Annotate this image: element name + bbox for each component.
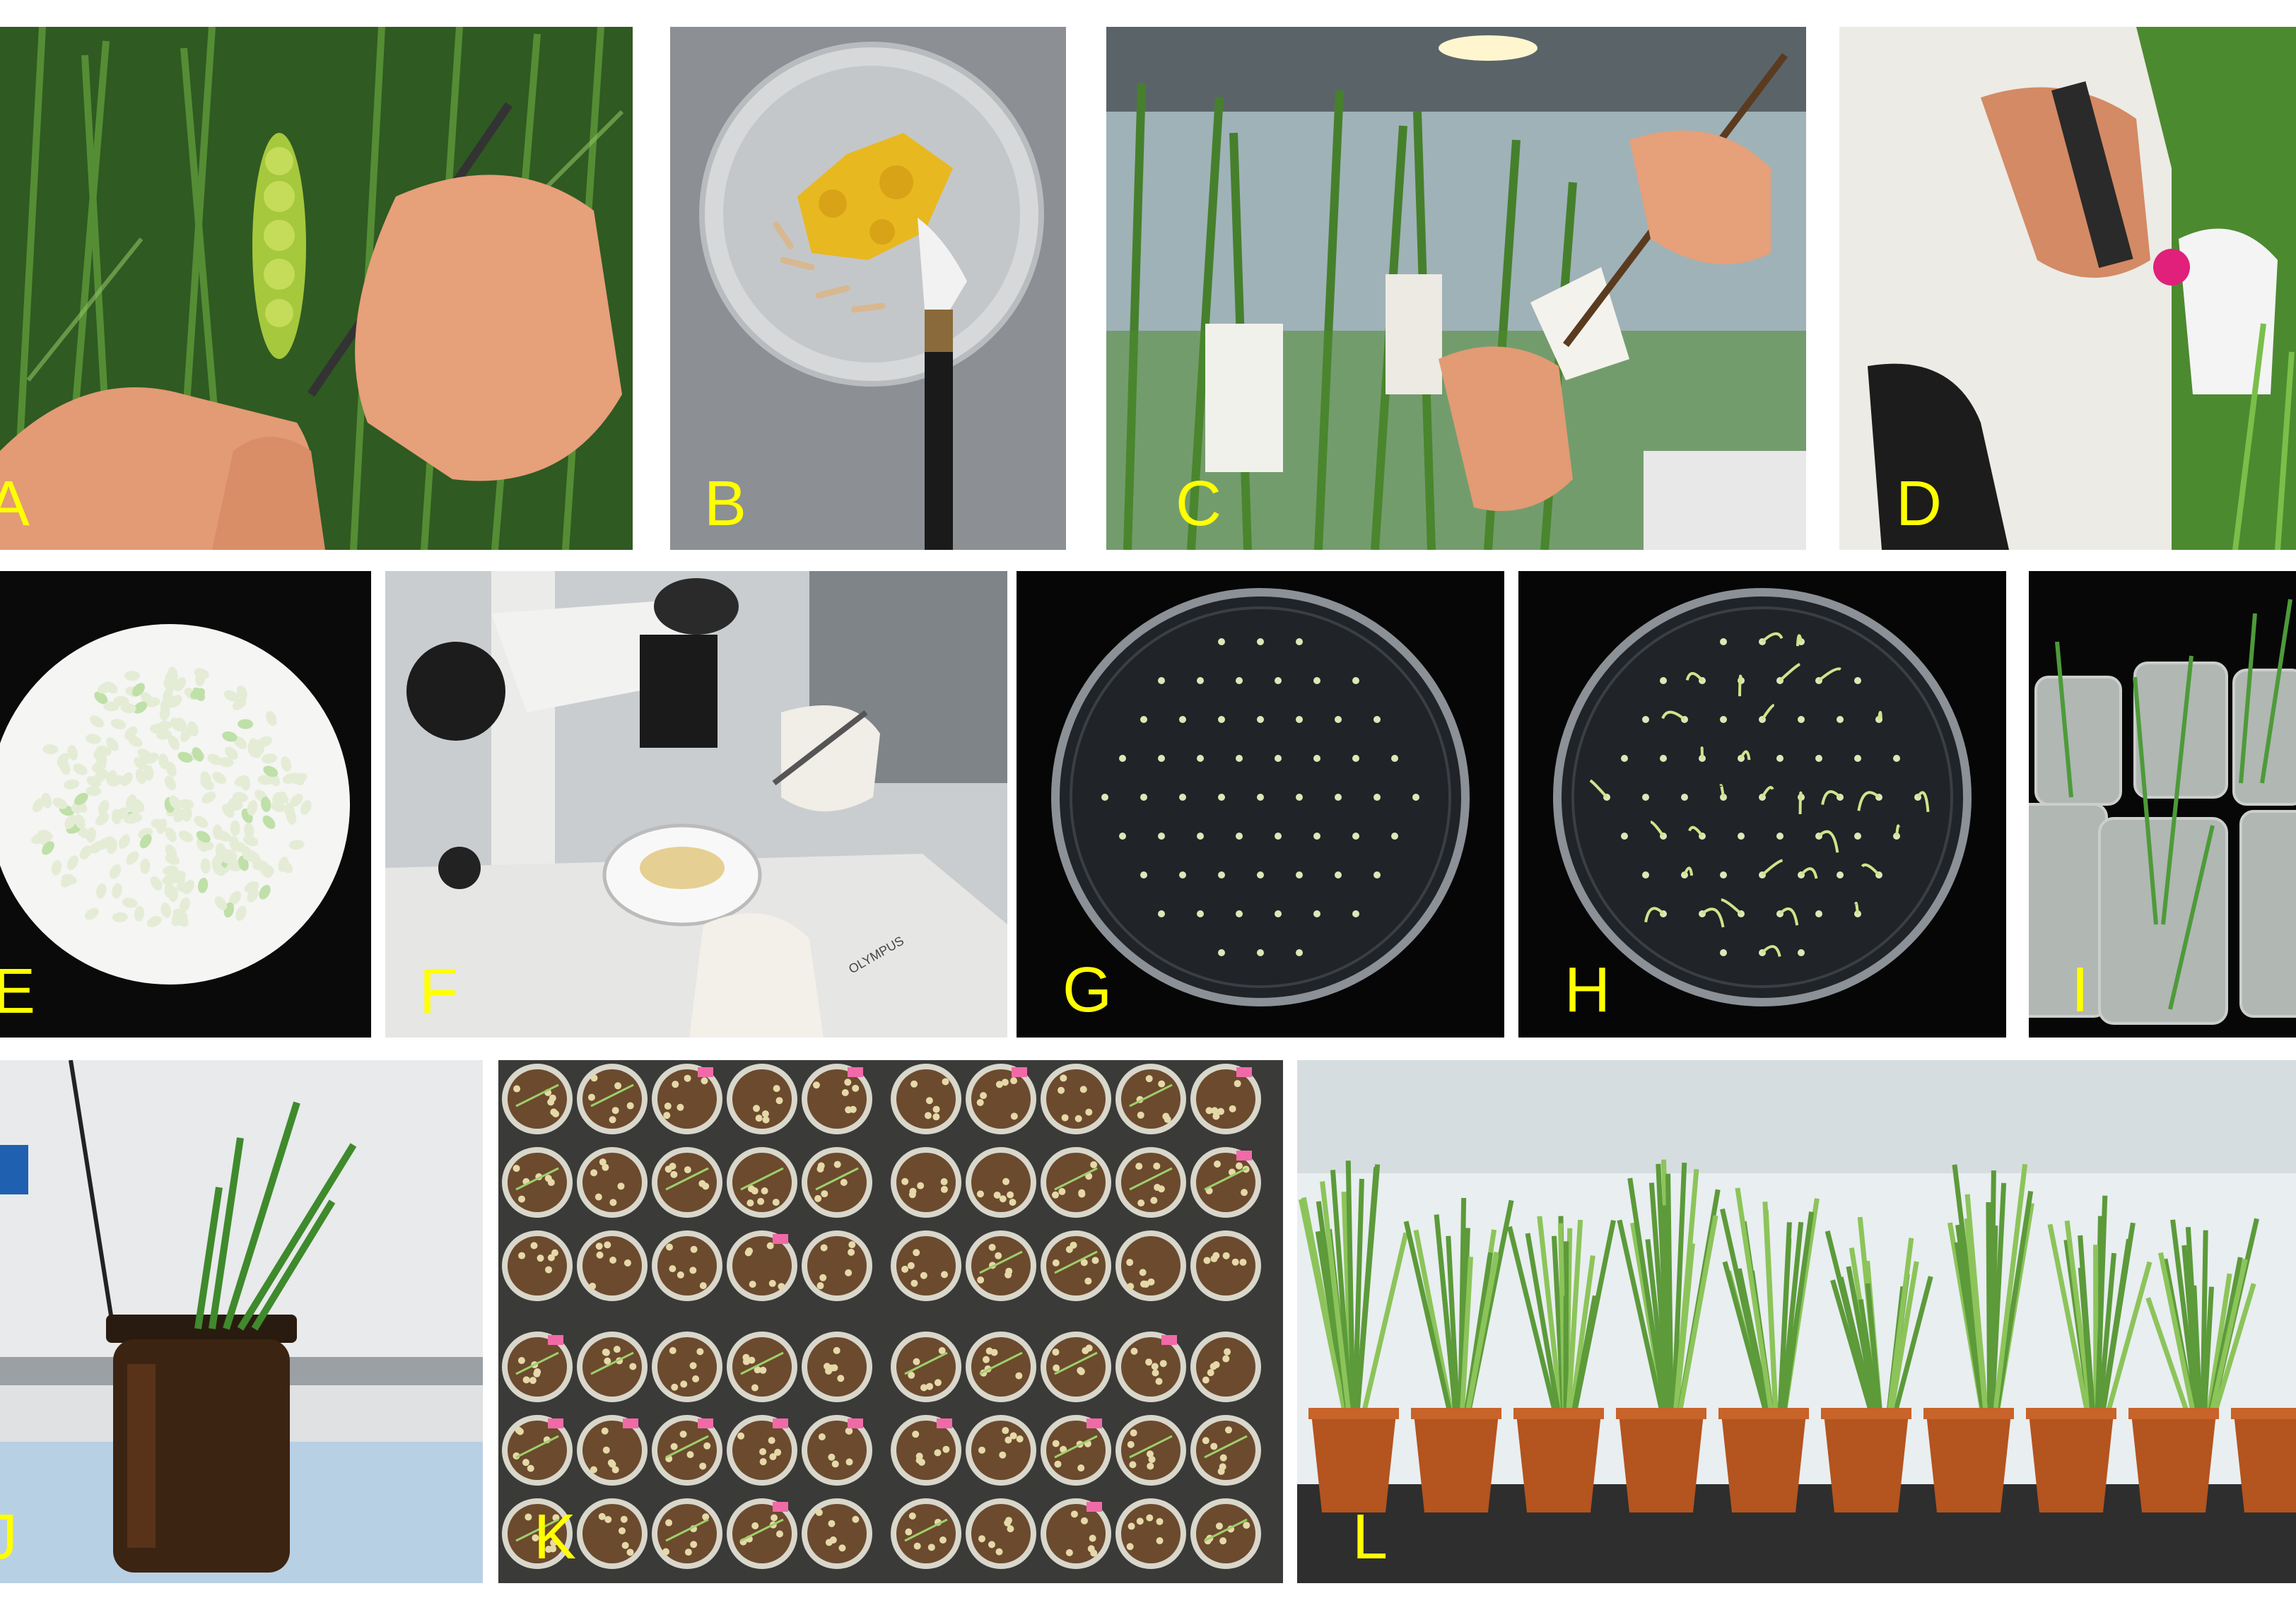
panel-f-label: F xyxy=(419,956,458,1027)
panel-h-label: H xyxy=(1564,955,1610,1026)
panel-e-seeds-photo: E xyxy=(0,571,371,1038)
panel-l-potted-plants-photo: L xyxy=(1297,1060,2296,1583)
panel-e-label: E xyxy=(0,956,36,1027)
panel-j-label: J xyxy=(0,1502,18,1573)
panel-k-soil-trays-photo: K xyxy=(498,1060,1283,1583)
panel-b-pollen-dish-photo: B xyxy=(670,27,1066,550)
panel-f-dissection-photo: OLYMPUS F xyxy=(385,571,1007,1038)
panel-i-seedling-jars-photo: I xyxy=(2029,571,2296,1038)
panel-d-spraying-photo: D xyxy=(1839,27,2296,550)
panel-i-label: I xyxy=(2071,955,2090,1026)
panel-k-label: K xyxy=(534,1502,577,1573)
panel-g-label: G xyxy=(1062,955,1113,1026)
panel-d-label: D xyxy=(1896,469,1942,539)
panel-b-label: B xyxy=(704,469,747,539)
panel-c-pollination-photo: C xyxy=(1106,27,1806,550)
panel-a-label: A xyxy=(0,469,30,539)
panel-l-label: L xyxy=(1352,1502,1388,1573)
panel-c-label: C xyxy=(1176,469,1222,539)
panel-g-embryo-plate-photo: G xyxy=(1017,571,1504,1038)
panel-a-emasculation-photo: A xyxy=(0,27,633,550)
panel-j-amber-jar-photo: J xyxy=(0,1060,483,1583)
panel-h-germination-plate-photo: H xyxy=(1518,571,2006,1038)
